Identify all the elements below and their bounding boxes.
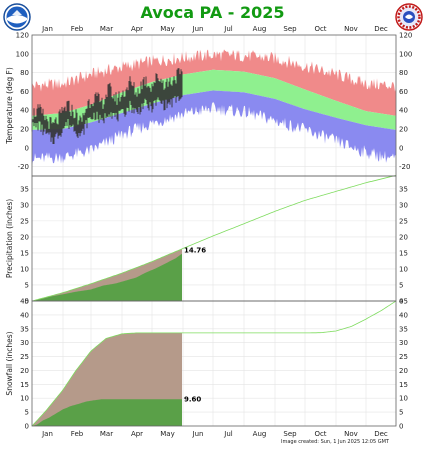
y-tick-label-right: 10	[399, 265, 408, 273]
y-tick-label-right: 120	[399, 32, 412, 40]
month-label-bottom: Mar	[100, 430, 113, 438]
y-tick-label-left: 10	[20, 395, 29, 403]
y-tick-label-left: 30	[20, 339, 29, 347]
y-tick-label-right: 20	[399, 233, 408, 241]
y-tick-label-left: 5	[25, 281, 29, 289]
nws-logo	[395, 3, 423, 35]
y-tick-label-left: 30	[20, 201, 29, 209]
snow-observed-fill	[32, 399, 182, 426]
y-tick-label-left: 60	[20, 88, 29, 96]
snow-total-label: 9.60	[184, 395, 201, 403]
month-label-top: Jan	[41, 25, 53, 33]
snowfall-axis-label: Snowfall (inches)	[5, 331, 14, 395]
snowfall-panel-frame	[31, 300, 397, 427]
month-label-top: Oct	[314, 25, 326, 33]
y-tick-label-left: 5	[25, 409, 29, 417]
y-tick-label-right: 40	[399, 311, 408, 319]
month-label-bottom: Feb	[71, 430, 84, 438]
y-tick-label-left: 0	[25, 144, 29, 152]
y-tick-label-right: 15	[399, 249, 408, 257]
month-label-top: Nov	[344, 25, 358, 33]
month-label-bottom: Jul	[223, 430, 233, 438]
y-tick-label-left: 40	[20, 311, 29, 319]
month-label-bottom: Jan	[41, 430, 53, 438]
precip-normal-line	[31, 175, 397, 302]
y-tick-label-left: 45	[20, 298, 29, 306]
y-tick-label-left: 0	[25, 423, 29, 431]
y-tick-label-left: 40	[20, 107, 29, 115]
y-tick-label-right: 5	[399, 409, 403, 417]
month-label-bottom: Aug	[253, 430, 267, 438]
month-label-top: Jul	[223, 25, 233, 33]
y-tick-label-right: 20	[399, 367, 408, 375]
precip-observed-fill	[32, 253, 182, 301]
y-tick-label-left: 25	[20, 217, 29, 225]
y-tick-label-right: 15	[399, 381, 408, 389]
y-tick-label-left: 80	[20, 69, 29, 77]
y-tick-label-left: 100	[16, 50, 29, 58]
month-label-bottom: Nov	[344, 430, 358, 438]
record-high-band	[32, 49, 396, 116]
y-tick-label-left: -20	[18, 163, 29, 171]
y-tick-label-left: 25	[20, 353, 29, 361]
month-label-top: Dec	[374, 25, 388, 33]
month-label-bottom: Oct	[314, 430, 326, 438]
y-tick-label-right: 40	[399, 107, 408, 115]
month-label-top: Apr	[131, 25, 143, 33]
month-label-top: Aug	[253, 25, 267, 33]
y-tick-label-right: 0	[399, 298, 403, 306]
month-label-top: Feb	[71, 25, 84, 33]
y-tick-label-right: 60	[399, 88, 408, 96]
y-tick-label-left: 35	[20, 325, 29, 333]
snow-normal-line	[31, 300, 397, 427]
y-tick-label-left: 20	[20, 233, 29, 241]
precipitation-panel-frame	[31, 175, 397, 302]
y-tick-label-left: 10	[20, 265, 29, 273]
month-label-bottom: Sep	[283, 430, 297, 438]
y-tick-label-right: 25	[399, 217, 408, 225]
y-tick-label-left: 35	[20, 185, 29, 193]
noaa-logo	[3, 3, 31, 35]
y-tick-label-right: 5	[399, 281, 403, 289]
temperature-axis-label: Temperature (deg F)	[5, 67, 14, 145]
y-tick-label-right: 35	[399, 185, 408, 193]
y-tick-label-right: 20	[399, 126, 408, 134]
y-tick-label-right: 30	[399, 201, 408, 209]
y-tick-label-right: 10	[399, 395, 408, 403]
y-tick-label-right: 25	[399, 353, 408, 361]
month-label-bottom: Jun	[192, 430, 204, 438]
month-label-top: May	[160, 25, 174, 33]
y-tick-label-right: 0	[399, 144, 403, 152]
y-tick-label-left: 0	[25, 298, 29, 306]
month-label-top: Jun	[192, 25, 204, 33]
y-tick-label-right: 45	[399, 298, 408, 306]
y-tick-label-left: 15	[20, 249, 29, 257]
y-tick-label-right: 30	[399, 339, 408, 347]
precipitation-axis-label: Precipitation (inches)	[5, 199, 14, 278]
image-created-note: Image created: Sun, 1 Jun 2025 12:05 GMT	[281, 439, 389, 445]
y-tick-label-left: 120	[16, 32, 29, 40]
y-tick-label-right: -20	[399, 163, 410, 171]
y-tick-label-right: 100	[399, 50, 412, 58]
precip-total-label: 14.76	[184, 247, 206, 255]
month-label-top: Mar	[100, 25, 113, 33]
y-tick-label-left: 20	[20, 367, 29, 375]
y-tick-label-right: 80	[399, 69, 408, 77]
month-label-bottom: Apr	[131, 430, 143, 438]
y-tick-label-left: 20	[20, 126, 29, 134]
y-tick-label-right: 35	[399, 325, 408, 333]
month-label-bottom: May	[160, 430, 174, 438]
y-tick-label-left: 15	[20, 381, 29, 389]
page-title: Avoca PA - 2025	[140, 3, 285, 22]
y-tick-label-right: 0	[399, 423, 403, 431]
record-low-band	[32, 90, 396, 165]
month-label-bottom: Dec	[374, 430, 388, 438]
month-label-top: Sep	[283, 25, 297, 33]
